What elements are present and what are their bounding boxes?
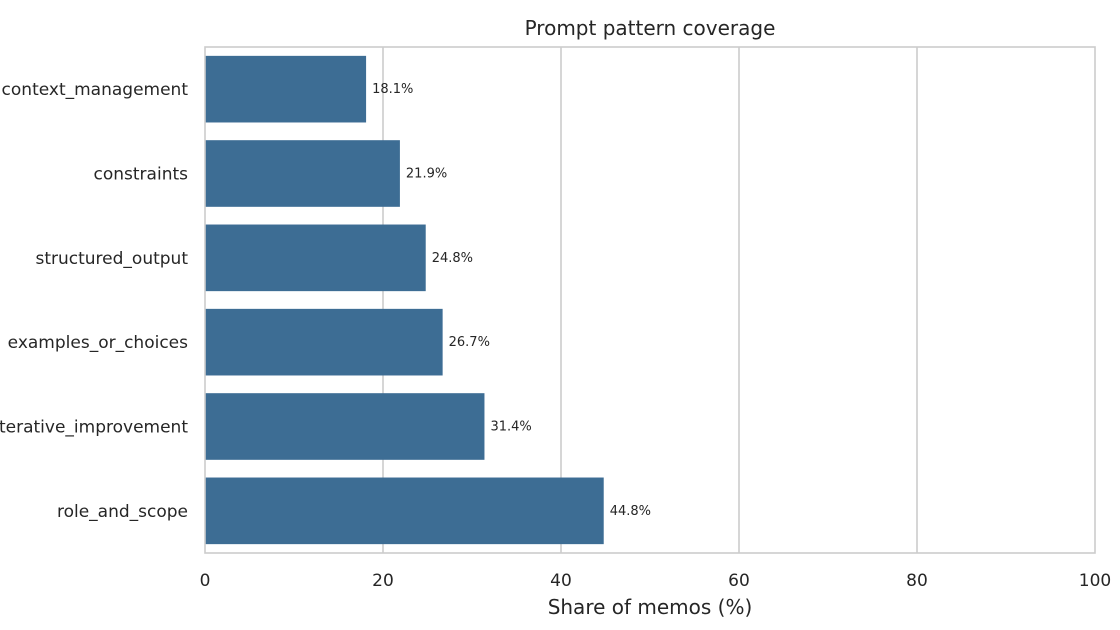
- bars: [205, 55, 604, 545]
- data-label: 18.1%: [372, 82, 413, 97]
- y-tick-label: iterative_improvement: [0, 418, 188, 438]
- y-tick-label: constraints: [94, 165, 189, 185]
- y-tick-label: structured_output: [35, 249, 188, 269]
- bar: [205, 224, 426, 292]
- data-label: 24.8%: [432, 251, 473, 266]
- y-tick-label: examples_or_choices: [8, 333, 188, 353]
- x-axis-label: Share of memos (%): [548, 595, 753, 619]
- y-tick-label: context_management: [2, 80, 189, 100]
- data-label: 26.7%: [449, 335, 490, 350]
- bar: [205, 55, 367, 123]
- bar: [205, 140, 400, 207]
- x-tick-label: 0: [200, 571, 211, 591]
- data-labels: 18.1% 21.9% 24.8% 26.7% 31.4% 44.8%: [372, 82, 651, 519]
- data-label: 31.4%: [490, 420, 531, 435]
- x-tick-label: 100: [1079, 571, 1111, 591]
- x-tick-label: 20: [372, 571, 394, 591]
- data-label: 44.8%: [610, 504, 651, 519]
- x-tick-label: 80: [906, 571, 928, 591]
- grid-lines: [382, 47, 918, 553]
- bar: [205, 308, 443, 376]
- y-tick-label: role_and_scope: [57, 502, 188, 522]
- x-tick-labels: 0 20 40 60 80 100: [200, 571, 1112, 591]
- plot-frame: [204, 46, 1096, 554]
- chart-title: Prompt pattern coverage: [525, 16, 776, 40]
- bar: [205, 393, 485, 460]
- x-tick-label: 60: [728, 571, 750, 591]
- data-label: 21.9%: [406, 167, 447, 182]
- bar: [205, 477, 604, 545]
- x-tick-label: 40: [550, 571, 572, 591]
- y-tick-labels: context_management constraints structured_…: [0, 80, 188, 522]
